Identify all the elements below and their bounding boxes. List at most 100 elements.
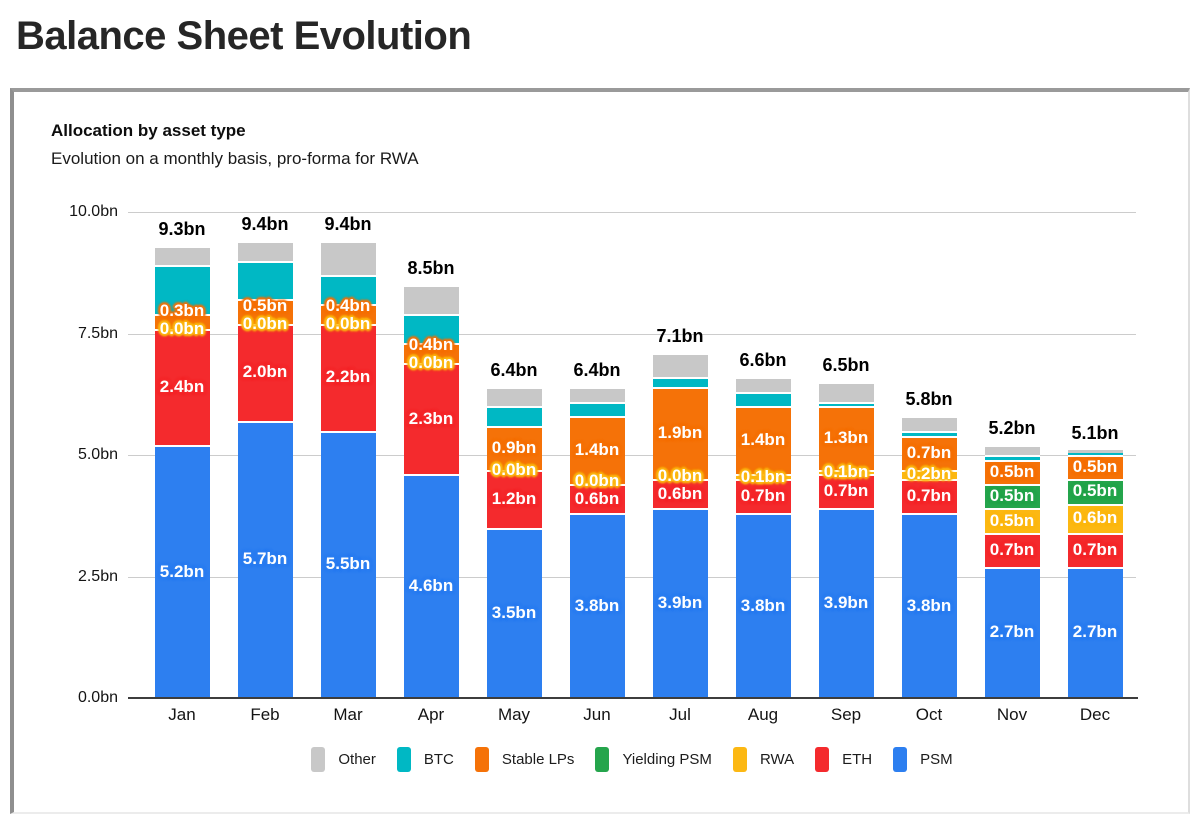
bar-segment-rwa-aug[interactable] — [735, 474, 791, 480]
bar-segment-stable_lps-oct[interactable] — [901, 435, 957, 470]
bar-total-nov: 5.2bn — [988, 418, 1036, 439]
segment-value-label-stable_lps-jun: 1.4bn — [574, 440, 620, 460]
bar-segment-btc-feb[interactable] — [237, 260, 293, 300]
bar-segment-eth-apr[interactable] — [403, 362, 459, 475]
bar-segment-psm-feb[interactable] — [237, 420, 293, 698]
bar-segment-yielding_psm-nov[interactable] — [984, 484, 1040, 509]
legend-swatch-rwa — [732, 747, 747, 772]
bar-segment-eth-nov[interactable] — [984, 532, 1040, 567]
bar-segment-stable_lps-sep[interactable] — [818, 406, 874, 470]
segment-value-label-stable_lps-apr: 0.4bn — [408, 334, 454, 354]
bar-segment-psm-apr[interactable] — [403, 474, 459, 698]
x-axis-label-oct: Oct — [915, 705, 943, 724]
legend-swatch-yielding_psm — [595, 747, 610, 772]
bar-segment-yielding_psm-dec[interactable] — [1067, 479, 1123, 504]
bar-segment-btc-jul[interactable] — [652, 377, 708, 387]
chart-card: Allocation by asset type Evolution on a … — [10, 88, 1190, 814]
bar-segment-psm-nov[interactable] — [984, 566, 1040, 698]
bar-segment-btc-dec[interactable] — [1067, 452, 1123, 455]
legend-item-yielding_psm[interactable]: Yielding PSM — [595, 747, 712, 772]
y-axis-tick-7.5bn: 7.5bn — [77, 324, 118, 342]
bar-segment-psm-mar[interactable] — [320, 430, 376, 698]
bar-segment-other-jul[interactable] — [652, 352, 708, 378]
bar-segment-btc-apr[interactable] — [403, 314, 459, 344]
bar-segment-psm-may[interactable] — [486, 527, 542, 698]
bar-segment-other-mar[interactable] — [320, 241, 376, 276]
bar-segment-stable_lps-apr[interactable] — [403, 343, 459, 363]
bar-segment-btc-mar[interactable] — [320, 275, 376, 305]
bar-segment-other-apr[interactable] — [403, 284, 459, 315]
bar-segment-eth-oct[interactable] — [901, 479, 957, 514]
segment-value-label-eth-jan: 2.4bn — [159, 376, 205, 396]
bar-segment-eth-jul[interactable] — [652, 479, 708, 509]
bar-segment-stable_lps-aug[interactable] — [735, 406, 791, 475]
segment-value-label-psm-nov: 2.7bn — [989, 622, 1035, 642]
bar-segment-btc-sep[interactable] — [818, 401, 874, 407]
legend-item-rwa[interactable]: RWA — [732, 747, 794, 772]
bar-segment-psm-dec[interactable] — [1067, 566, 1123, 698]
bar-segment-eth-jan[interactable] — [154, 328, 210, 446]
segment-value-label-stable_lps-aug: 1.4bn — [740, 430, 786, 450]
bar-segment-other-may[interactable] — [486, 386, 542, 407]
bar-segment-btc-nov[interactable] — [984, 455, 1040, 460]
bar-segment-other-sep[interactable] — [818, 382, 874, 402]
bar-total-may: 6.4bn — [490, 359, 538, 380]
bar-segment-rwa-dec[interactable] — [1067, 503, 1123, 533]
bar-segment-psm-jan[interactable] — [154, 445, 210, 698]
legend-item-btc[interactable]: BTC — [396, 747, 454, 772]
legend-label-other: Other — [338, 751, 376, 768]
bar-segment-eth-jun[interactable] — [569, 484, 625, 514]
bar-total-jun: 6.4bn — [573, 359, 621, 380]
bar-segment-eth-may[interactable] — [486, 469, 542, 528]
bar-segment-btc-oct[interactable] — [901, 430, 957, 436]
segment-value-label-psm-aug: 3.8bn — [740, 595, 786, 615]
bar-segment-stable_lps-jun[interactable] — [569, 416, 625, 485]
bar-segment-stable_lps-jul[interactable] — [652, 386, 708, 480]
legend-item-stable_lps[interactable]: Stable LPs — [474, 747, 574, 772]
bar-segment-btc-jan[interactable] — [154, 265, 210, 315]
segment-value-label-eth-apr: 2.3bn — [408, 408, 454, 428]
bar-segment-eth-sep[interactable] — [818, 474, 874, 509]
bar-segment-eth-mar[interactable] — [320, 323, 376, 431]
bar-segment-stable_lps-feb[interactable] — [237, 299, 293, 324]
bar-segment-stable_lps-dec[interactable] — [1067, 455, 1123, 480]
bar-segment-btc-aug[interactable] — [735, 391, 791, 407]
segment-value-label-stable_lps-sep: 1.3bn — [823, 427, 869, 447]
bar-segment-other-jun[interactable] — [569, 386, 625, 402]
bar-segment-other-aug[interactable] — [735, 377, 791, 392]
bar-segment-btc-jun[interactable] — [569, 401, 625, 417]
bar-segment-psm-oct[interactable] — [901, 513, 957, 698]
bar-segment-other-nov[interactable] — [984, 445, 1040, 455]
y-axis-tick-0.0bn: 0.0bn — [77, 689, 118, 706]
segment-value-label-psm-jul: 3.9bn — [657, 593, 703, 613]
bar-segment-stable_lps-mar[interactable] — [320, 304, 376, 324]
legend-item-psm[interactable]: PSM — [893, 747, 953, 772]
bar-segment-psm-sep[interactable] — [818, 508, 874, 698]
x-axis-label-nov: Nov — [996, 705, 1028, 724]
legend-item-other[interactable]: Other — [311, 747, 376, 772]
bar-segment-eth-aug[interactable] — [735, 479, 791, 514]
bar-segment-psm-aug[interactable] — [735, 513, 791, 698]
legend-item-eth[interactable]: ETH — [815, 747, 872, 772]
gridline — [128, 455, 1136, 456]
x-axis-label-jul: Jul — [669, 705, 691, 724]
bar-segment-stable_lps-nov[interactable] — [984, 459, 1040, 485]
bar-segment-btc-may[interactable] — [486, 406, 542, 426]
x-axis-label-dec: Dec — [1079, 705, 1111, 724]
bar-segment-psm-jul[interactable] — [652, 508, 708, 698]
bar-segment-rwa-nov[interactable] — [984, 508, 1040, 533]
bar-segment-other-dec[interactable] — [1067, 450, 1123, 453]
bar-segment-rwa-sep[interactable] — [818, 469, 874, 475]
bar-segment-other-feb[interactable] — [237, 241, 293, 261]
segment-value-label-psm-mar: 5.5bn — [325, 554, 371, 574]
bar-segment-stable_lps-may[interactable] — [486, 425, 542, 470]
bar-segment-eth-dec[interactable] — [1067, 532, 1123, 567]
bar-segment-other-jan[interactable] — [154, 246, 210, 266]
bar-segment-eth-feb[interactable] — [237, 323, 293, 421]
segment-value-label-eth-feb: 2.0bn — [242, 362, 288, 382]
segment-value-label-eth-jun: 0.6bn — [574, 488, 620, 508]
bar-segment-other-oct[interactable] — [901, 416, 957, 431]
bar-segment-stable_lps-jan[interactable] — [154, 314, 210, 329]
bar-segment-psm-jun[interactable] — [569, 513, 625, 698]
bar-segment-rwa-oct[interactable] — [901, 469, 957, 480]
